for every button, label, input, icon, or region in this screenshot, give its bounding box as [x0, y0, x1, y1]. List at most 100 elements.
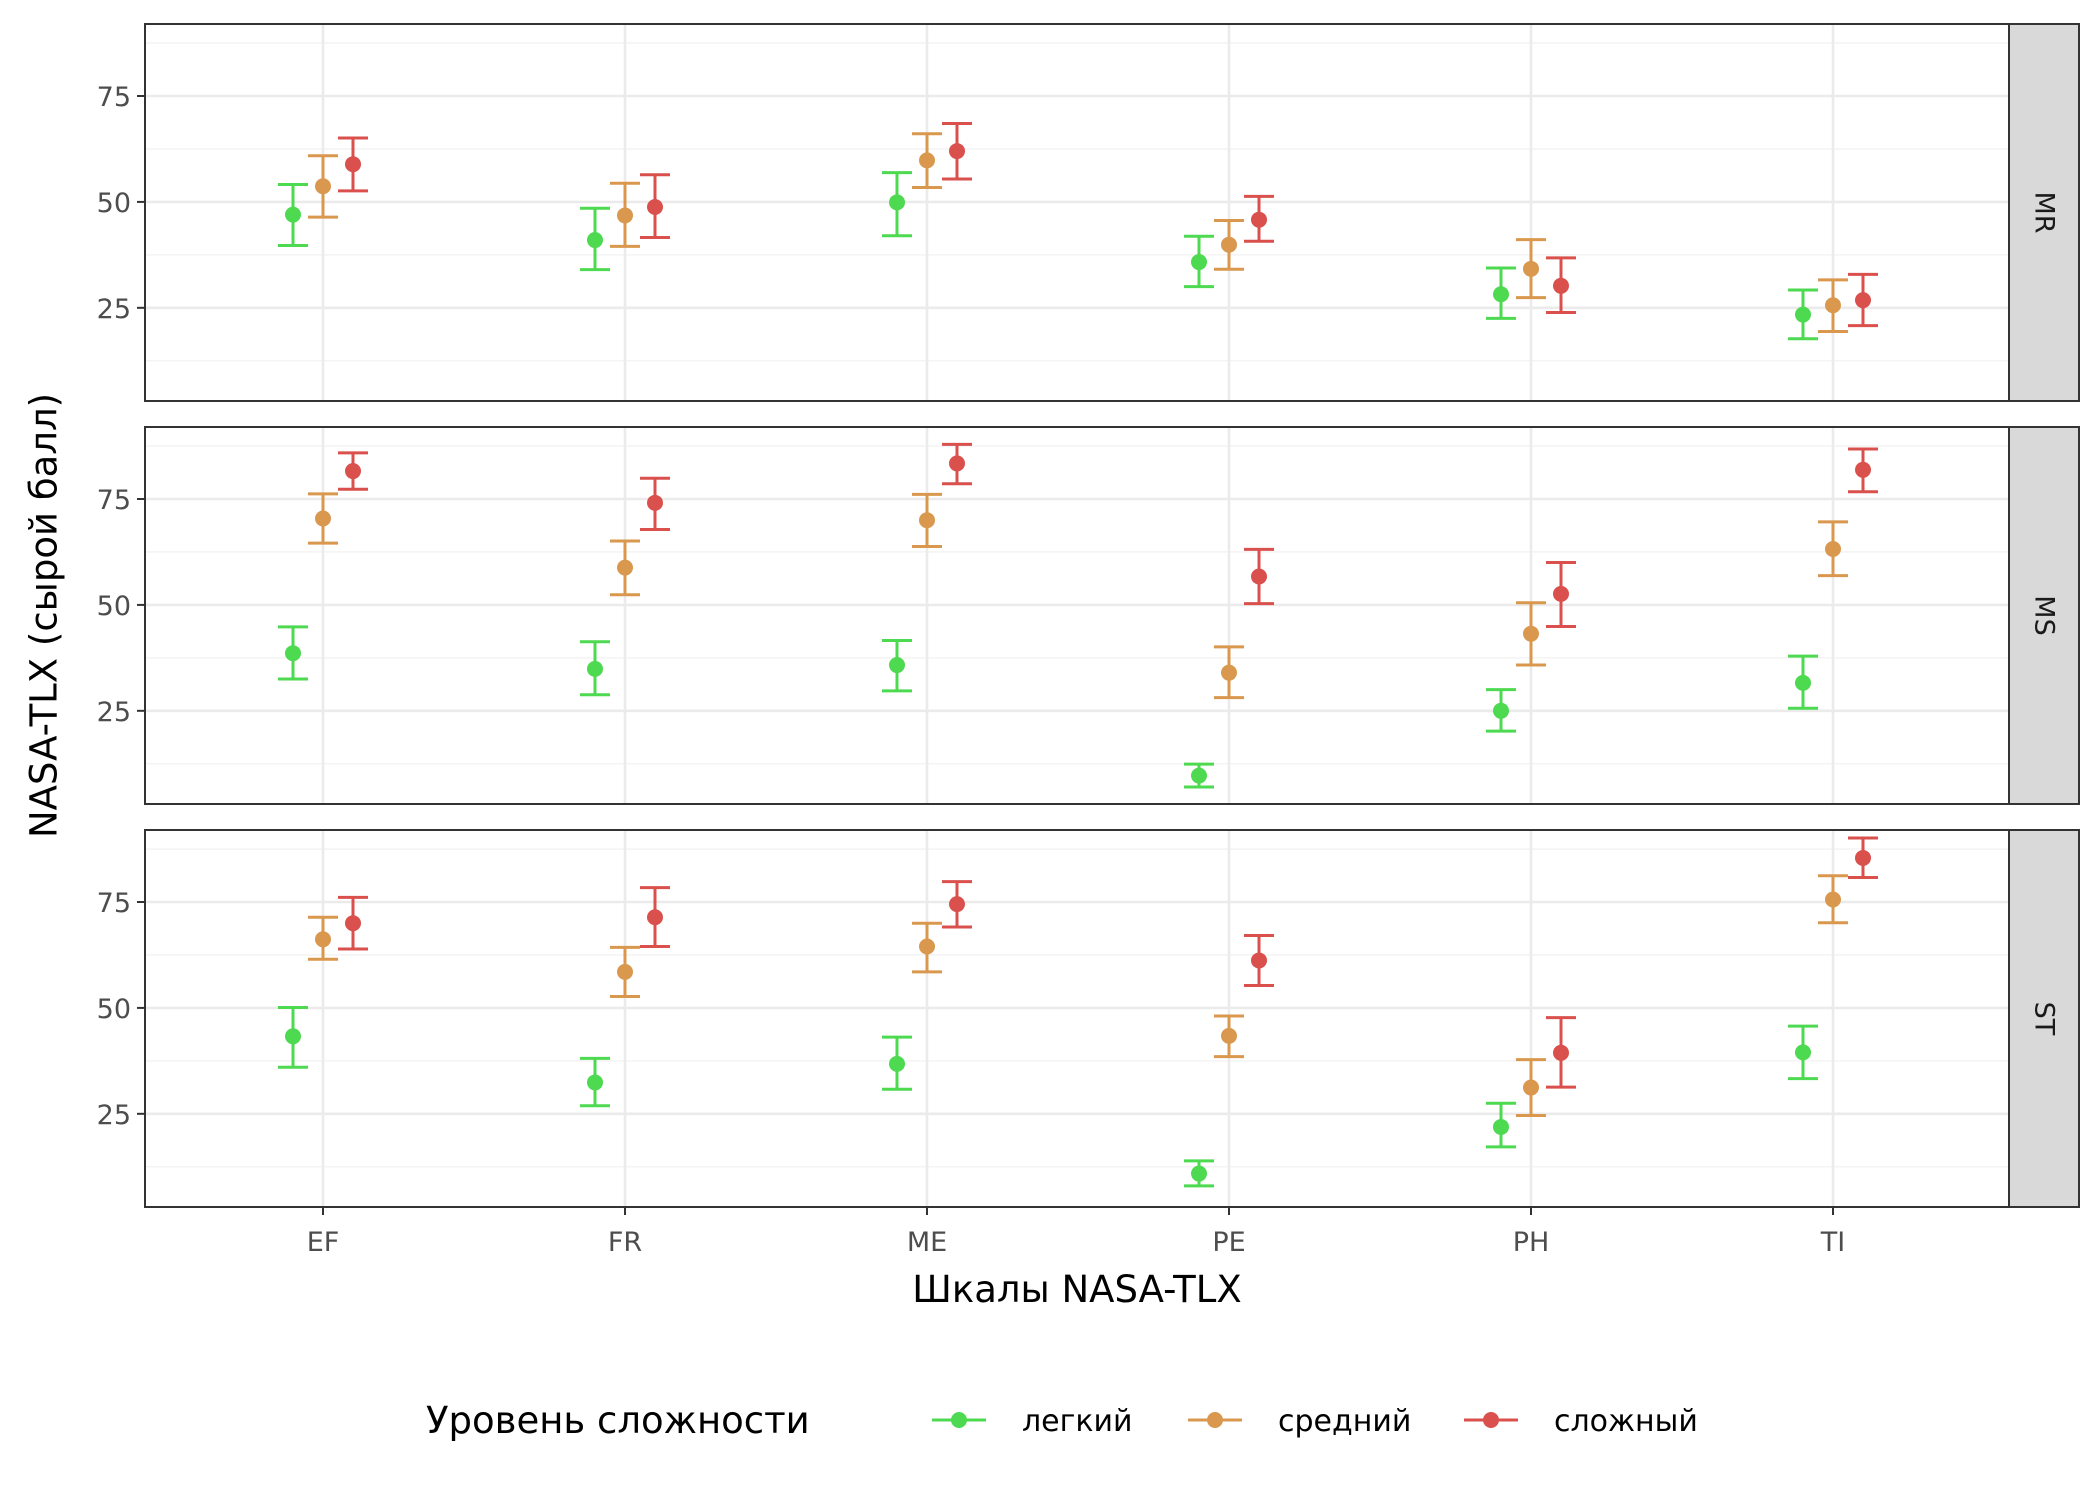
legend-key-point [1207, 1412, 1223, 1428]
errorbar [580, 1056, 610, 1108]
data-point [345, 915, 361, 932]
errorbar [1818, 278, 1848, 334]
y-tick-label: 25 [97, 294, 131, 325]
data-point [1191, 1165, 1207, 1182]
errorbar [580, 206, 610, 272]
data-point [1251, 211, 1267, 228]
errorbar [942, 122, 972, 181]
data-point [949, 143, 965, 160]
errorbar [1546, 256, 1576, 314]
legend-label: средний [1278, 1404, 1411, 1439]
data-point [919, 512, 935, 529]
errorbar [912, 132, 942, 190]
legend-label: легкий [1022, 1404, 1133, 1439]
data-point [285, 206, 301, 223]
data-point [1825, 540, 1841, 557]
errorbar [1546, 1016, 1576, 1089]
panel-background [145, 830, 2009, 1207]
panel-ms: 25 50 75 MS [97, 426, 2080, 805]
x-tick-label: PE [1212, 1227, 1245, 1258]
errorbar [278, 183, 308, 248]
y-tick-label: 25 [97, 1100, 131, 1131]
data-point [889, 1055, 905, 1072]
data-point [1523, 1079, 1539, 1096]
legend-item: средний [1188, 1404, 1411, 1439]
data-point [1795, 1044, 1811, 1061]
panel-background [145, 427, 2009, 804]
errorbar [1516, 238, 1546, 300]
data-point [1553, 585, 1569, 602]
errorbar [1184, 234, 1214, 289]
legend-title: Уровень сложности [426, 1399, 810, 1442]
data-point [1221, 236, 1237, 253]
x-tick-label: FR [608, 1227, 642, 1258]
errorbar [1848, 447, 1878, 494]
data-point [889, 194, 905, 211]
facet-strip-label: ST [2029, 1002, 2060, 1036]
data-point [919, 152, 935, 169]
data-point [1825, 297, 1841, 314]
data-point [919, 938, 935, 955]
errorbar [882, 638, 912, 693]
facet-strip-label: MS [2029, 595, 2060, 635]
errorbar [610, 539, 640, 597]
errorbar [912, 492, 942, 548]
data-point [1795, 674, 1811, 691]
legend-key-point [1483, 1412, 1499, 1428]
data-point [285, 1028, 301, 1045]
errorbar [1516, 1058, 1546, 1118]
data-point [1493, 286, 1509, 303]
errorbar [1788, 654, 1818, 710]
errorbar [308, 915, 338, 961]
data-point [1523, 625, 1539, 642]
data-point [1493, 702, 1509, 719]
errorbar [1214, 219, 1244, 271]
y-tick-label: 50 [97, 188, 131, 219]
data-point [315, 931, 331, 948]
errorbar [1486, 1101, 1516, 1149]
data-point [617, 207, 633, 224]
data-point [587, 1074, 603, 1091]
data-point [1825, 891, 1841, 908]
x-tick-label: TI [1820, 1227, 1845, 1258]
data-point [1553, 277, 1569, 294]
errorbar [942, 442, 972, 486]
data-point [949, 896, 965, 913]
panel-mr: 25 50 75 MR [97, 23, 2080, 402]
data-point [1493, 1118, 1509, 1135]
x-tick-label: EF [307, 1227, 340, 1258]
errorbar [1848, 836, 1878, 879]
data-point [1553, 1044, 1569, 1061]
x-tick-label: ME [907, 1227, 947, 1258]
data-point [1251, 568, 1267, 585]
data-point [647, 494, 663, 511]
errorbar [1788, 288, 1818, 341]
y-tick-label: 25 [97, 697, 131, 728]
errorbar [338, 895, 368, 951]
data-point [647, 198, 663, 215]
data-point [1795, 306, 1811, 323]
x-tick-label: PH [1513, 1227, 1550, 1258]
errorbar [1184, 762, 1214, 789]
errorbar [1214, 645, 1244, 700]
y-tick-label: 75 [97, 888, 131, 919]
data-point [1191, 254, 1207, 271]
errorbar [1486, 266, 1516, 320]
facet-strip [2008, 829, 2080, 1208]
data-point [587, 232, 603, 249]
legend-key-point [951, 1412, 967, 1428]
data-point [617, 963, 633, 980]
x-axis-title: Шкалы NASA-TLX [912, 1268, 1241, 1311]
errorbar [308, 154, 338, 219]
errorbar [640, 476, 670, 532]
facet-strip-label: MR [2029, 191, 2060, 233]
errorbar [1244, 933, 1274, 987]
errorbar [1486, 688, 1516, 733]
errorbar [308, 492, 338, 545]
data-point [889, 657, 905, 674]
data-point [1855, 292, 1871, 309]
errorbar [640, 173, 670, 239]
errorbar [882, 1035, 912, 1091]
errorbar [942, 880, 972, 929]
